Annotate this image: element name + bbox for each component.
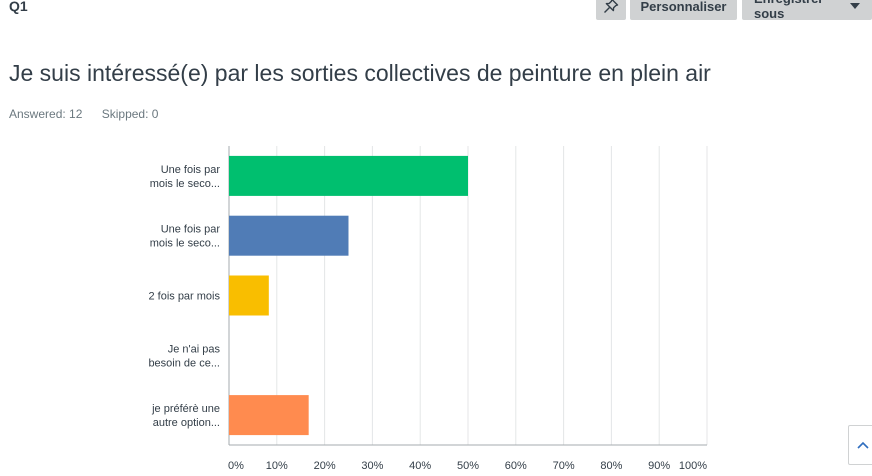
- pin-icon: [604, 0, 619, 13]
- category-label: Une fois par mois le seco...: [150, 164, 221, 190]
- question-number: Q1: [9, 0, 28, 14]
- category-label-line: 2 fois par mois: [148, 291, 220, 303]
- x-tick-label: 20%: [314, 460, 336, 472]
- bar[interactable]: [229, 155, 468, 196]
- category-label-line: autre option...: [153, 417, 220, 429]
- category-label-line: je préférè une: [151, 403, 220, 415]
- category-label-line: mois le seco...: [150, 178, 220, 190]
- x-tick-label: 70%: [553, 460, 575, 472]
- x-tick-label: 50%: [457, 460, 479, 472]
- save-as-button[interactable]: Enregistrer sous: [742, 0, 872, 21]
- category-label-line: Une fois par: [161, 164, 221, 176]
- x-tick-label: 30%: [361, 460, 383, 472]
- save-as-label: Enregistrer sous: [754, 0, 823, 21]
- chevron-up-icon: [857, 441, 869, 449]
- x-tick-label: 80%: [600, 460, 622, 472]
- x-tick-label: 10%: [266, 460, 288, 472]
- scroll-top-button[interactable]: [848, 425, 872, 465]
- bar[interactable]: [229, 215, 349, 256]
- question-title: Je suis intéressé(e) par les sorties col…: [9, 60, 711, 86]
- x-tick-label: 90%: [648, 460, 670, 472]
- customize-button[interactable]: Personnaliser: [630, 0, 737, 20]
- category-label-line: besoin de ce...: [148, 357, 220, 369]
- x-tick-label: 40%: [409, 460, 431, 472]
- category-label: 2 fois par mois: [148, 291, 220, 303]
- category-label: je préférè une autre option...: [151, 403, 220, 429]
- x-tick-label: 60%: [505, 460, 527, 472]
- response-stats: Answered: 12 Skipped: 0: [9, 107, 174, 121]
- category-label-line: mois le seco...: [150, 238, 220, 250]
- category-label: Je n'ai pas besoin de ce...: [148, 343, 220, 369]
- category-label-line: Je n'ai pas: [168, 343, 221, 355]
- category-label-line: Une fois par: [161, 224, 221, 236]
- skipped-count: Skipped: 0: [101, 107, 159, 121]
- category-label: Une fois par mois le seco...: [150, 224, 221, 250]
- x-tick-label: 0%: [228, 460, 244, 472]
- x-tick-label: 100%: [679, 460, 707, 472]
- bar[interactable]: [229, 275, 269, 316]
- pin-button[interactable]: [596, 0, 626, 20]
- bar[interactable]: [229, 395, 309, 436]
- answered-count: Answered: 12: [9, 107, 83, 121]
- caret-down-icon: [850, 3, 860, 9]
